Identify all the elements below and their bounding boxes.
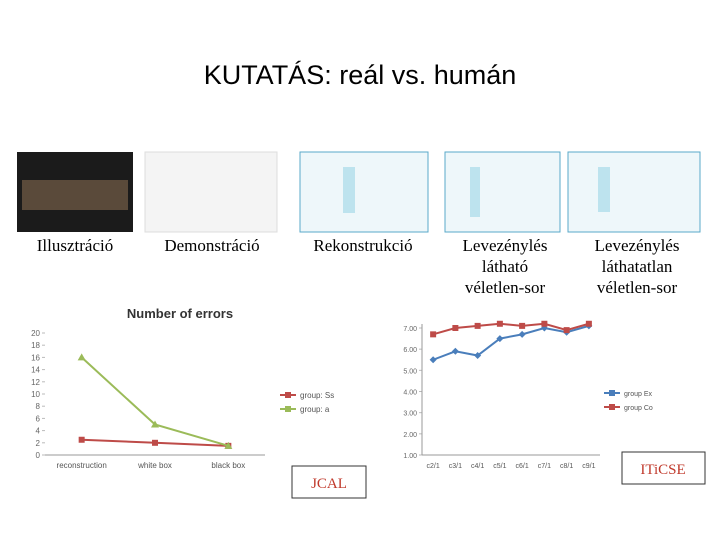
marker [451,347,459,355]
y-tick-label: 6 [36,414,41,423]
labels: Illusztráció Demonstráció Rekonstrukció Lev… [37,236,680,297]
slide-title: KUTATÁS: reál vs. humán [204,60,517,90]
label-line: Illusztráció [37,236,113,255]
series-line [432,322,590,336]
y-tick-label: 12 [31,378,40,387]
legend-marker [609,390,615,396]
marker [224,441,233,449]
y-tick-label: 4.00 [403,390,417,397]
marker [78,436,85,443]
thumb-label: Rekonstrukció [313,236,412,255]
marker [563,327,570,334]
legend-label: group Co [624,405,653,412]
marker [151,420,159,428]
legend-label: group: Ss [300,391,334,400]
y-tick-label: 14 [31,366,40,375]
marker [541,320,548,327]
label-line: Demonstráció [164,236,259,255]
legend-marker [609,404,615,410]
y-tick-label: 10 [31,390,40,399]
marker [496,335,504,343]
video-stage [22,180,128,210]
y-tick-label: 5.00 [403,368,417,375]
x-tick-label: c4/1 [471,463,484,470]
marker [77,353,86,361]
thumb-label: Levezénylés láthatatlan véletlen-sor [595,236,680,297]
thumbnails [17,151,701,233]
marker [519,322,526,329]
legend-marker [285,392,291,398]
y-tick-label: 4 [36,427,41,436]
label-line: látható [482,257,528,276]
chart: Number of errors 0 2 4 6 8 10 12 14 16 18 20 reconst… [31,306,334,470]
tag-box [291,465,367,499]
tag-box [621,451,706,485]
legend-label: group: a [300,405,330,414]
x-tick-label: c9/1 [582,463,595,470]
x-tick-label: white box [137,461,172,470]
tag: JCAL [311,476,347,492]
marker [474,322,481,329]
marker [429,356,437,364]
invisible-bar [598,167,610,212]
y-tick-label: 2.00 [403,432,417,439]
label-line: Levezénylés [595,236,680,255]
label-line: Rekonstrukció [313,236,412,255]
marker [430,331,437,338]
x-tick-label: c6/1 [516,463,529,470]
y-tick-label: 0 [36,451,41,460]
y-tick-label: 1.00 [403,453,417,460]
label-line: láthatatlan [602,257,673,276]
marker [496,320,503,327]
marker [452,325,459,331]
y-tick-label: 20 [31,329,40,338]
marker [152,439,158,446]
y-tick-label: 8 [36,402,41,411]
x-tick-label: c3/1 [449,463,462,470]
thumb-label: Demonstráció [164,236,259,255]
tag: ITiCSE [640,462,685,478]
x-tick-label: c8/1 [560,463,573,470]
chart-title: Number of errors [127,306,233,321]
invisible-thumb [567,151,701,233]
recon-bar [343,167,355,213]
chart: 1.00 2.00 3.00 4.00 5.00 6.00 7.00 c2/1 c3/1 c4/1… [403,320,653,470]
x-tick-label: c2/1 [427,463,440,470]
y-tick-label: 7.00 [403,326,417,333]
legend-marker [285,406,291,412]
marker [585,320,592,327]
x-tick-label: c5/1 [493,463,506,470]
label-line: véletlen-sor [465,278,546,297]
x-tick-label: black box [211,461,245,470]
y-tick-label: 16 [31,353,40,362]
thumb-label: Levezénylés látható véletlen-sor [463,236,548,297]
visible-bar [470,167,480,217]
marker [518,330,526,338]
demo-thumb [144,151,278,233]
legend-label: group Ex [624,391,653,398]
y-tick-label: 18 [31,341,40,350]
label-line: Levezénylés [463,236,548,255]
x-tick-label: c7/1 [538,463,551,470]
thumb-label: Illusztráció [37,236,113,255]
y-tick-label: 2 [36,439,41,448]
marker [474,352,482,360]
series-line [80,356,229,447]
series-line [432,324,590,361]
x-tick-label: reconstruction [57,461,107,470]
recon-thumb [299,151,429,233]
y-tick-label: 6.00 [403,347,417,354]
y-tick-label: 3.00 [403,411,417,418]
visible-thumb [444,151,561,233]
label-line: véletlen-sor [597,278,678,297]
